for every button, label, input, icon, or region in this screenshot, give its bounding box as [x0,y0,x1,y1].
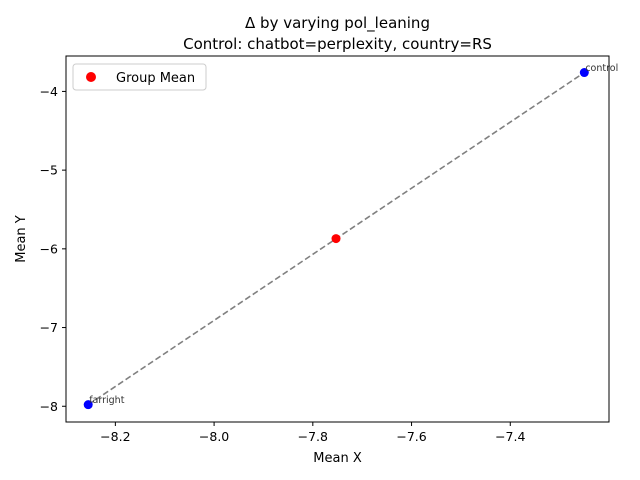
legend-label-group-mean: Group Mean [116,71,195,86]
y-tick-label: −8 [40,399,58,414]
y-tick-label: −7 [40,320,58,335]
point-group-mean [331,234,341,244]
chart-title-line1: Δ by varying pol_leaning [245,14,430,33]
x-tick-label: −7.6 [396,429,426,444]
x-axis-label: Mean X [313,451,362,466]
x-tick-label: −7.4 [495,429,525,444]
legend-box [72,63,207,91]
y-tick-label: −5 [40,163,58,178]
y-axis-label: Mean Y [14,215,29,263]
plot-area [65,55,610,423]
point-label-control: control [585,63,618,74]
x-tick-label: −7.8 [298,429,328,444]
series: farright control [83,63,618,410]
y-tick-label: −6 [40,241,58,256]
point-control [579,68,589,78]
legend-marker-group-mean [86,72,96,82]
x-tick-label: −8.0 [199,429,229,444]
point-farright [83,400,93,410]
point-label-farright: farright [89,395,125,406]
y-tick-label: −4 [40,84,58,99]
chart-title-line2: Control: chatbot=perplexity, country=RS [183,35,492,53]
x-tick-label: −8.2 [100,429,130,444]
legend: Group Mean [72,63,207,91]
x-axis: −8.2 −8.0 −7.8 −7.6 −7.4 [100,422,525,444]
y-axis: −8 −7 −6 −5 −4 [40,84,66,414]
